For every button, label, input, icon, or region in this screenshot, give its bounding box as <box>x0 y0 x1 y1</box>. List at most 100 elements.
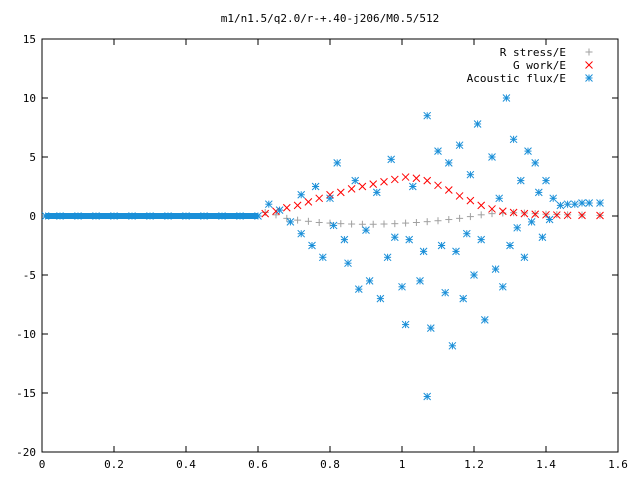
series-3-point <box>509 135 518 144</box>
series-3-point <box>408 182 417 191</box>
series-2-point <box>531 210 540 219</box>
series-3-point <box>534 188 543 197</box>
series-1-point <box>283 214 291 222</box>
legend-label: G work/E <box>513 59 566 72</box>
series-3-point <box>585 199 594 207</box>
legend-marker <box>585 61 593 69</box>
series-3-point <box>372 188 381 197</box>
series-3-point <box>570 200 579 209</box>
series-3-point <box>437 241 446 250</box>
series-3-point <box>376 294 385 303</box>
series-3-point <box>527 218 536 226</box>
series-3-point <box>549 194 558 203</box>
legend-marker <box>585 48 593 56</box>
series-1-point <box>304 217 312 225</box>
series-3-point <box>477 235 486 244</box>
series-3-point <box>74 212 82 220</box>
series-3-point <box>578 199 586 207</box>
series-1-point <box>261 208 269 216</box>
series-3-point <box>466 170 475 179</box>
series-3-point <box>200 212 208 220</box>
series-3-point <box>502 94 511 102</box>
series-3-point <box>542 176 550 185</box>
series-2-point <box>477 201 486 210</box>
series-2-point <box>498 207 507 216</box>
series-2-point <box>444 186 453 194</box>
series-3-point <box>498 282 507 291</box>
series-3-point <box>297 190 306 199</box>
series-1-point <box>445 216 453 224</box>
series-3-point <box>308 241 316 250</box>
series-2-point <box>304 197 313 206</box>
series-3-point <box>513 223 522 232</box>
series-1-point <box>391 220 399 228</box>
series-3 <box>41 94 604 401</box>
series-1-point <box>466 213 474 221</box>
series-3-point <box>182 212 190 220</box>
series-1 <box>261 208 604 228</box>
series-3-point <box>128 212 136 220</box>
series-3-point <box>41 212 50 220</box>
series-3-point <box>470 271 478 279</box>
series-3-point <box>333 159 342 167</box>
x-tick-label: 1.6 <box>608 458 628 471</box>
series-1-point <box>380 220 388 228</box>
series-2-point <box>455 192 464 200</box>
series-3-point <box>480 315 489 324</box>
series-2-point <box>578 211 586 220</box>
series-3-point <box>387 155 396 164</box>
series-2-point <box>466 196 475 205</box>
series-3-point <box>92 212 100 220</box>
series-2-point <box>315 194 324 203</box>
series-3-point <box>351 176 360 185</box>
series-2-point <box>520 209 529 218</box>
series-3-point <box>218 212 226 220</box>
series-3-point <box>556 201 565 210</box>
y-tick-label: 15 <box>23 33 36 46</box>
series-1-point <box>412 218 420 226</box>
series-3-point <box>459 294 468 303</box>
series-3-point <box>416 277 424 285</box>
series-3-point <box>419 247 428 256</box>
series-1-point <box>315 218 323 226</box>
series-3-point <box>596 199 604 207</box>
series-2-point <box>423 176 432 185</box>
series-1-point <box>477 211 485 219</box>
series-1-point <box>423 218 431 226</box>
series-1-point <box>294 216 302 224</box>
x-tick-label: 0.2 <box>104 458 124 471</box>
series-3-point <box>444 159 453 167</box>
y-tick-label: -10 <box>16 328 36 341</box>
series-3-point <box>297 229 306 238</box>
series-1-point <box>272 211 280 219</box>
series-1-point <box>358 220 366 228</box>
series-3-point <box>383 253 392 262</box>
series-3-point <box>563 200 572 209</box>
series-3-point <box>398 282 406 291</box>
x-tick-label: 0.8 <box>320 458 340 471</box>
x-tick-label: 1.2 <box>464 458 484 471</box>
series-2-point <box>293 201 302 210</box>
series-2-point <box>596 211 604 220</box>
series-2-point <box>542 210 550 219</box>
series-3-point <box>405 235 414 244</box>
series-2-point <box>369 180 378 188</box>
series-3-point <box>329 221 338 230</box>
series-3-point <box>455 141 464 150</box>
series-2-point <box>326 190 334 199</box>
series-3-point <box>264 200 273 209</box>
series-2-point <box>358 182 367 191</box>
series-3-point <box>340 235 349 244</box>
series-1-point <box>402 219 410 227</box>
series-3-point <box>545 215 554 224</box>
series-3-point <box>491 265 500 273</box>
series-1-point <box>434 217 442 225</box>
series-2-point <box>509 208 518 217</box>
y-tick-label: -5 <box>23 269 36 282</box>
series-3-point <box>462 229 471 238</box>
series-3-point <box>275 206 284 214</box>
series-3-point <box>452 247 460 256</box>
